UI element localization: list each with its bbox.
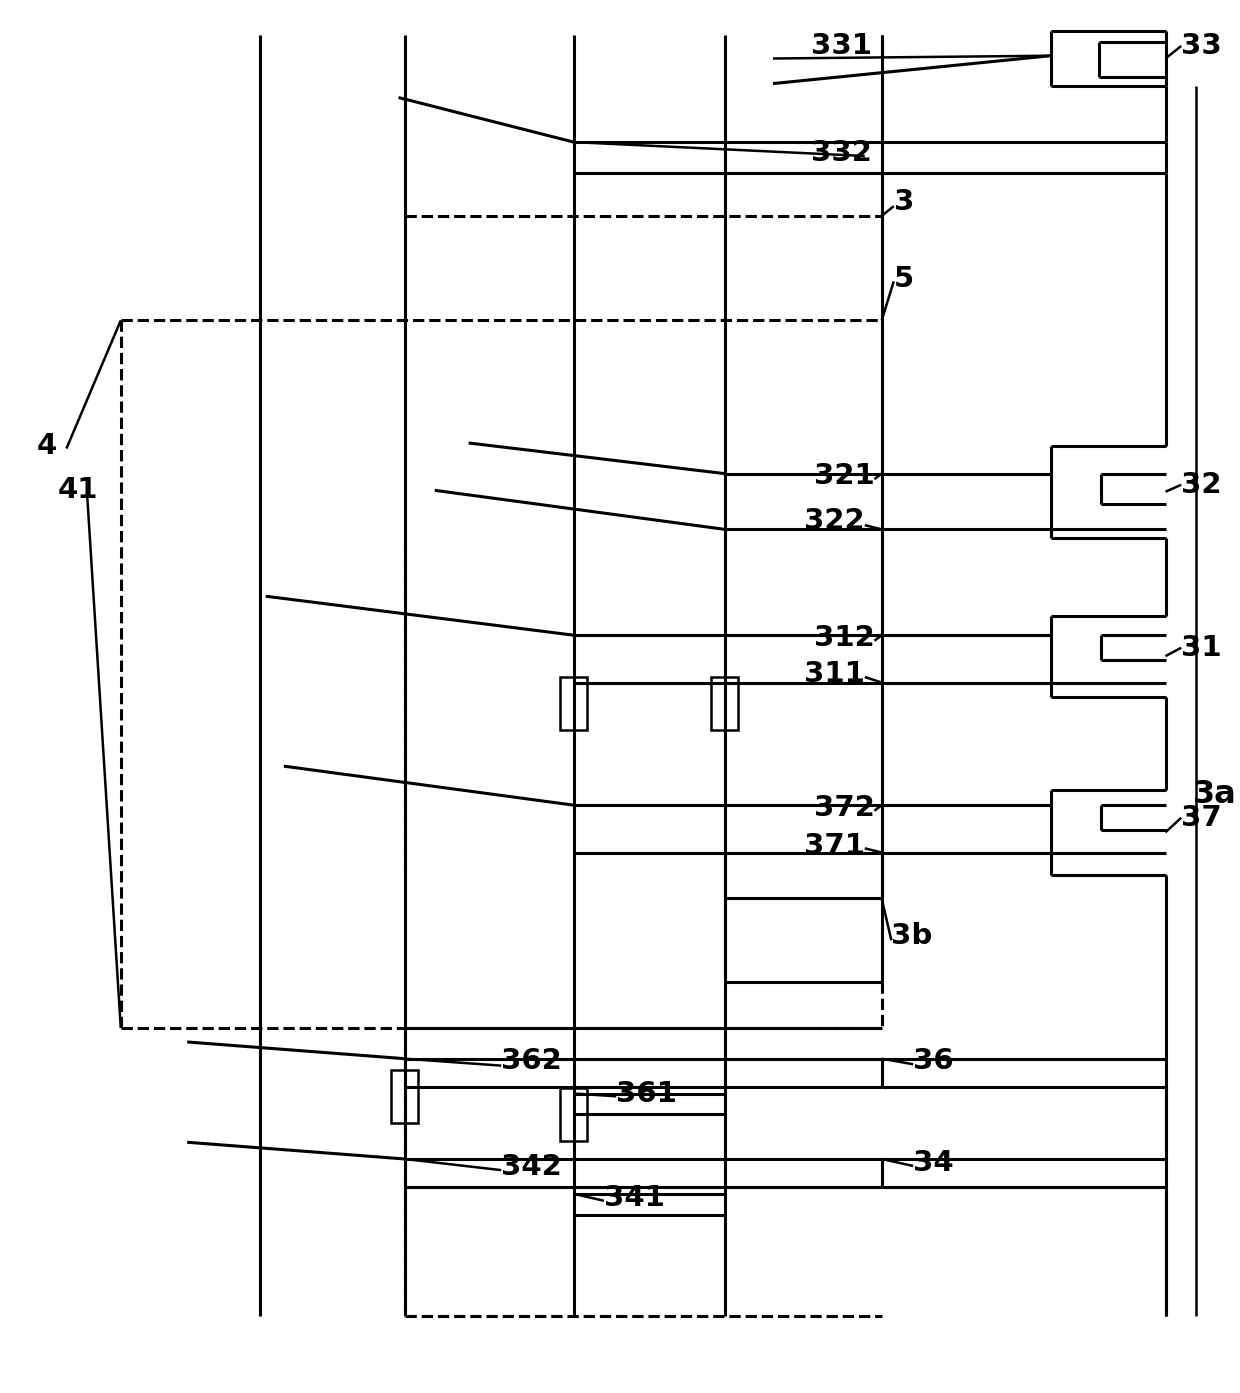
Text: 5: 5	[894, 265, 914, 293]
Text: 3b: 3b	[892, 922, 932, 950]
Bar	[560, 1088, 587, 1141]
Text: 372: 372	[813, 794, 874, 822]
Text: 34: 34	[913, 1149, 954, 1177]
Text: 312: 312	[813, 624, 874, 652]
Text: 32: 32	[1182, 471, 1221, 499]
Text: 332: 332	[811, 139, 872, 167]
Text: 322: 322	[805, 507, 864, 535]
Text: 3a: 3a	[1193, 779, 1238, 809]
Text: 311: 311	[804, 660, 864, 688]
Text: 362: 362	[501, 1048, 562, 1075]
Text: 341: 341	[604, 1184, 665, 1212]
Text: 321: 321	[813, 462, 874, 490]
Bar	[560, 677, 587, 730]
Text: 331: 331	[811, 32, 872, 60]
Text: 342: 342	[501, 1153, 562, 1181]
Text: 36: 36	[913, 1048, 954, 1075]
Text: 33: 33	[1182, 32, 1221, 60]
Text: 31: 31	[1182, 634, 1221, 662]
Bar	[712, 677, 738, 730]
Text: 371: 371	[804, 832, 864, 859]
Text: 361: 361	[616, 1080, 677, 1107]
Text: 3: 3	[894, 188, 914, 216]
Text: 37: 37	[1182, 804, 1221, 832]
Bar	[392, 1070, 418, 1123]
Text: 4: 4	[36, 432, 57, 460]
Text: 41: 41	[58, 476, 98, 504]
